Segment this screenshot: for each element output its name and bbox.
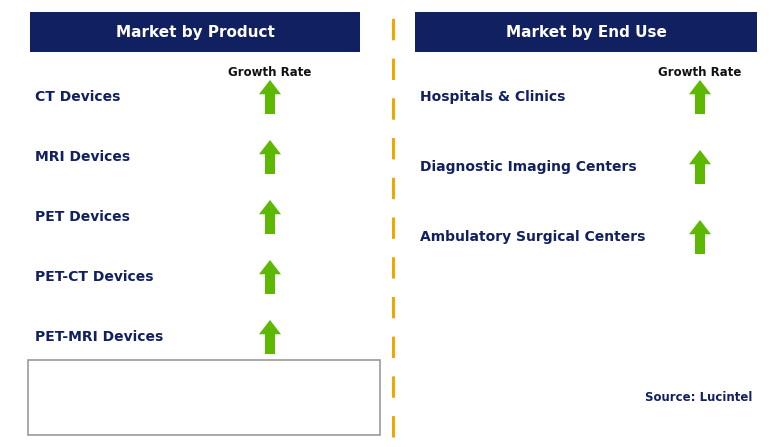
Text: PET Devices: PET Devices	[35, 210, 130, 224]
Text: Growth Rate: Growth Rate	[658, 66, 742, 79]
FancyBboxPatch shape	[30, 12, 360, 52]
Polygon shape	[689, 80, 711, 94]
FancyBboxPatch shape	[415, 12, 757, 52]
Text: >3%: >3%	[283, 410, 313, 423]
Text: <0%: <0%	[110, 410, 140, 423]
Text: MRI Devices: MRI Devices	[35, 150, 130, 164]
Text: Market by Product: Market by Product	[116, 25, 274, 39]
Text: Source: Lucintel: Source: Lucintel	[645, 391, 752, 404]
Polygon shape	[155, 400, 169, 409]
Polygon shape	[259, 260, 281, 274]
Polygon shape	[266, 274, 274, 294]
Polygon shape	[340, 396, 346, 409]
Text: Negative: Negative	[110, 371, 169, 384]
Polygon shape	[266, 154, 274, 174]
Text: CAGR: CAGR	[38, 382, 75, 395]
Polygon shape	[259, 200, 281, 214]
Text: PET-MRI Devices: PET-MRI Devices	[35, 330, 163, 344]
Polygon shape	[336, 385, 350, 396]
Polygon shape	[266, 334, 274, 354]
Text: Growing: Growing	[283, 371, 338, 384]
Text: Flat: Flat	[196, 371, 221, 384]
Polygon shape	[689, 220, 711, 234]
Polygon shape	[246, 389, 257, 405]
FancyBboxPatch shape	[28, 360, 380, 435]
Polygon shape	[259, 140, 281, 154]
Polygon shape	[695, 234, 705, 254]
Text: Diagnostic Imaging Centers: Diagnostic Imaging Centers	[420, 160, 636, 174]
Text: 0%-3%: 0%-3%	[196, 410, 241, 423]
Polygon shape	[231, 394, 246, 401]
Text: PET-CT Devices: PET-CT Devices	[35, 270, 154, 284]
Text: CT Devices: CT Devices	[35, 90, 120, 104]
Text: Hospitals & Clinics: Hospitals & Clinics	[420, 90, 566, 104]
Text: Growth Rate: Growth Rate	[228, 66, 312, 79]
Text: Market by End Use: Market by End Use	[506, 25, 667, 39]
Polygon shape	[266, 94, 274, 114]
Polygon shape	[266, 214, 274, 234]
Polygon shape	[159, 385, 165, 400]
Text: (2024-30):: (2024-30):	[38, 400, 107, 413]
Text: Ambulatory Surgical Centers: Ambulatory Surgical Centers	[420, 230, 646, 244]
Polygon shape	[259, 320, 281, 334]
Polygon shape	[695, 164, 705, 184]
Polygon shape	[695, 94, 705, 114]
Polygon shape	[259, 80, 281, 94]
Polygon shape	[689, 150, 711, 164]
